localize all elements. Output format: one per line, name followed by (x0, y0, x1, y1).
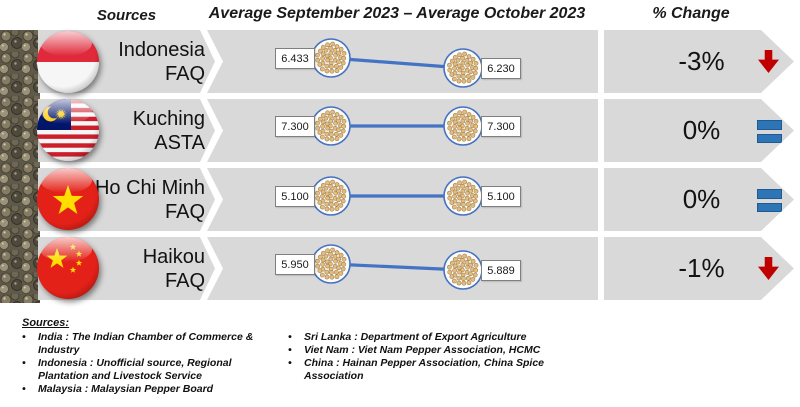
bullet-icon: • (288, 344, 292, 356)
footer-source-item: • India : The Indian Chamber of Commerce … (22, 331, 254, 356)
bullet-icon: • (22, 357, 26, 369)
trend-line (330, 56, 464, 70)
footer-source-item: • Viet Nam : Viet Nam Pepper Association,… (288, 344, 541, 356)
down-arrow-icon (758, 257, 779, 280)
change-value: 0% (682, 115, 721, 145)
footer-source-item: • Malaysia : Malaysian Pepper Board (22, 383, 214, 395)
oct-value-box: 5.100 (481, 186, 521, 207)
china-flag-icon (37, 237, 99, 299)
chart-band (207, 30, 598, 93)
footer-source-item: • Indonesia : Unofficial source, Regional… (22, 357, 232, 382)
bullet-icon: • (288, 331, 292, 343)
pepper-cluster-icon (443, 106, 483, 146)
sep-value-box: 5.100 (275, 186, 315, 207)
sep-value-box: 6.433 (275, 48, 315, 69)
equals-icon (757, 189, 782, 212)
sep-value-box: 7.300 (275, 116, 315, 137)
change-band: 0% (604, 168, 794, 231)
footer-sources-left-column: • India : The Indian Chamber of Commerce … (22, 331, 284, 396)
column-header-sources: Sources (96, 7, 157, 24)
source-label: Kuching ASTA (132, 107, 205, 154)
change-value: 0% (682, 184, 721, 214)
sep-value-box: 5.950 (275, 254, 315, 275)
indonesia-flag-icon (37, 31, 99, 93)
column-header-period: Average September 2023 – Average October… (208, 5, 586, 22)
change-value: -1% (678, 253, 725, 283)
vietnam-flag-icon (37, 168, 99, 230)
malaysia-flag-icon (37, 99, 99, 161)
source-label: Ho Chi Minh FAQ (94, 176, 205, 223)
oct-value-box: 5.889 (481, 260, 521, 281)
trend-line (331, 194, 463, 198)
pepper-cluster-icon (311, 106, 351, 146)
chart-band (207, 99, 598, 162)
pepper-cluster-icon (443, 176, 483, 216)
peppercorn-photo-strip (0, 30, 40, 303)
pepper-cluster-icon (311, 38, 351, 78)
bullet-icon: • (288, 357, 292, 369)
footer-sources-right-column: • Sri Lanka : Department of Export Agricu… (288, 331, 598, 383)
oct-value-box: 7.300 (481, 116, 521, 137)
change-band: 0% (604, 99, 794, 162)
source-label: Haikou FAQ (142, 245, 205, 292)
column-header-change: % Change (652, 5, 730, 22)
bullet-icon: • (22, 331, 26, 343)
down-arrow-icon (758, 50, 779, 73)
pepper-cluster-icon (311, 244, 351, 284)
pepper-cluster-icon (311, 176, 351, 216)
trend-line (330, 262, 464, 272)
change-value: -3% (678, 46, 725, 76)
oct-value-box: 6.230 (481, 58, 521, 79)
equals-icon (757, 120, 782, 143)
change-band: -3% (604, 30, 794, 93)
source-label: Indonesia FAQ (118, 38, 205, 85)
footer-source-item: • Sri Lanka : Department of Export Agricu… (288, 331, 527, 343)
footer-source-item: • China : Hainan Pepper Association, Chin… (288, 357, 544, 382)
trend-line (331, 124, 463, 128)
bullet-icon: • (22, 383, 26, 395)
change-band: -1% (604, 237, 794, 300)
footer-sources-title: Sources: (22, 317, 70, 329)
pepper-cluster-icon (443, 48, 483, 88)
chart-band (207, 168, 598, 231)
pepper-cluster-icon (443, 250, 483, 290)
